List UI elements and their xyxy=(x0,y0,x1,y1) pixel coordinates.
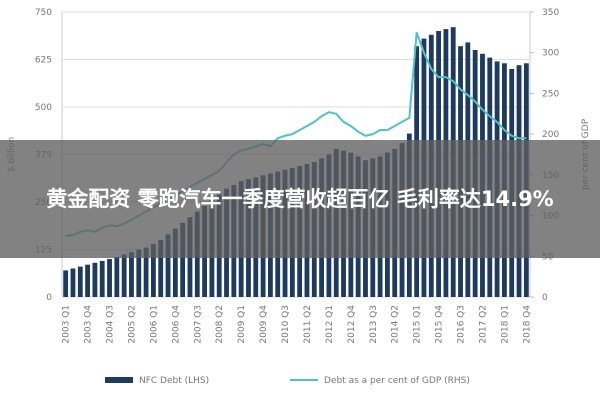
y-tick-label: 500 xyxy=(35,103,52,113)
y2-tick-label: 350 xyxy=(542,8,559,18)
bar xyxy=(136,249,142,297)
bar xyxy=(172,228,178,297)
bar xyxy=(99,260,105,297)
x-tick-label: 2018 Q4 xyxy=(522,305,532,344)
legend-swatch xyxy=(105,377,133,383)
headline-banner: 黄金配资 零跑汽车一季度营收超百亿 毛利率达14.9% xyxy=(0,140,600,258)
bar xyxy=(150,243,156,297)
bar xyxy=(114,257,120,297)
y-tick-label: 0 xyxy=(46,293,52,303)
x-tick-label: 2009 Q1 xyxy=(237,305,247,344)
x-tick-label: 2016 Q3 xyxy=(457,305,467,344)
x-tick-label: 2017 Q2 xyxy=(478,305,488,344)
bar xyxy=(77,266,83,297)
x-tick-label: 2011 Q2 xyxy=(303,305,313,344)
bar xyxy=(180,222,186,297)
legend-label: Debt as a per cent of GDP (RHS) xyxy=(324,376,470,386)
bar xyxy=(70,268,76,297)
bar xyxy=(121,254,127,297)
x-tick-label: 2003 Q1 xyxy=(62,305,72,344)
x-tick-label: 2003 Q4 xyxy=(84,305,94,344)
x-tick-label: 2012 Q1 xyxy=(325,305,335,344)
y2-tick-label: 200 xyxy=(542,130,559,140)
bar xyxy=(158,240,164,297)
x-tick-label: 2012 Q4 xyxy=(347,305,357,344)
x-tick-label: 2015 Q4 xyxy=(435,305,445,344)
y2-tick-label: 0 xyxy=(542,293,548,303)
y-tick-label: 750 xyxy=(35,8,52,18)
x-tick-label: 2005 Q2 xyxy=(127,305,137,344)
x-tick-label: 2008 Q2 xyxy=(215,305,225,344)
x-tick-label: 2010 Q3 xyxy=(281,305,291,344)
x-tick-label: 2018 Q1 xyxy=(500,305,510,344)
x-tick-label: 2004 Q3 xyxy=(106,305,116,344)
headline: 黄金配资 零跑汽车一季度营收超百亿 毛利率达14.9% xyxy=(46,187,554,211)
bar xyxy=(63,270,69,297)
x-tick-label: 2009 Q4 xyxy=(259,305,269,344)
bar xyxy=(129,252,134,297)
x-tick-label: 2013 Q3 xyxy=(369,305,379,344)
bar xyxy=(107,259,112,297)
x-tick-label: 2006 Q1 xyxy=(149,305,159,344)
bar xyxy=(165,234,171,297)
y-tick-label: 625 xyxy=(35,56,52,66)
x-tick-label: 2015 Q1 xyxy=(413,305,423,344)
legend-label: NFC Debt (LHS) xyxy=(139,376,209,386)
x-tick-label: 2007 Q3 xyxy=(193,305,203,344)
bar xyxy=(143,247,149,297)
x-tick-label: 2006 Q4 xyxy=(171,305,181,344)
bar xyxy=(92,262,98,297)
bar xyxy=(85,264,91,297)
y2-tick-label: 250 xyxy=(542,89,559,99)
x-tick-label: 2014 Q2 xyxy=(391,305,401,344)
y2-tick-label: 300 xyxy=(542,49,559,59)
